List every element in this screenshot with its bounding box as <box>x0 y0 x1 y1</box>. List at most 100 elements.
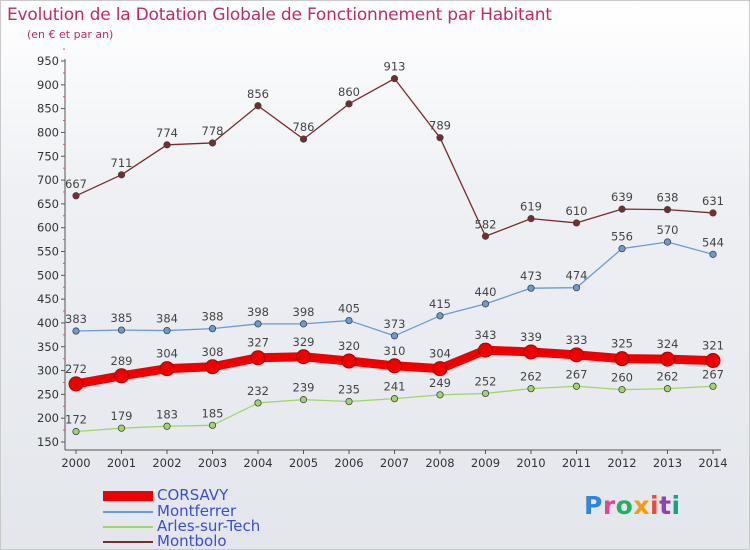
y-tick-label: 950 <box>37 54 59 68</box>
data-label: 639 <box>611 190 633 204</box>
data-point <box>523 344 539 360</box>
legend-label-montferrer: Montferrer <box>157 502 237 520</box>
logo-letter: P <box>584 491 603 520</box>
data-point <box>208 325 217 333</box>
data-point <box>159 361 175 377</box>
data-point <box>117 171 126 179</box>
data-point <box>254 320 262 328</box>
x-tick-label: 2007 <box>380 456 409 470</box>
data-point <box>663 385 672 393</box>
data-points <box>68 75 721 436</box>
y-tick-label: 450 <box>37 292 59 306</box>
data-label: 778 <box>202 124 224 138</box>
data-label: 289 <box>111 354 133 368</box>
series-line-montbolo <box>75 77 714 237</box>
y-tick-label: 300 <box>37 364 59 378</box>
data-point <box>436 391 444 399</box>
data-point <box>572 219 581 227</box>
x-tick-label: 2001 <box>107 456 136 470</box>
y-tick-label: 800 <box>37 125 59 139</box>
data-label: 638 <box>657 191 679 205</box>
legend-label-montbolo: Montbolo <box>157 532 227 550</box>
x-tick-label: 2008 <box>425 456 454 470</box>
data-label: 239 <box>293 381 315 395</box>
data-point <box>345 397 353 406</box>
data-point <box>527 385 535 393</box>
data-point <box>390 75 399 83</box>
data-point <box>254 399 262 407</box>
data-point <box>709 250 717 258</box>
data-label: 856 <box>247 87 269 101</box>
data-label: 373 <box>384 317 406 331</box>
logo-letter: i <box>650 491 660 520</box>
data-point <box>481 389 490 398</box>
legend-swatch-arles-sur-tech <box>103 526 153 528</box>
data-point <box>709 382 717 390</box>
data-point <box>68 376 84 392</box>
chart-title: Evolution de la Dotation Globale de Fonc… <box>7 5 552 25</box>
logo-letter: r <box>602 491 616 520</box>
y-tick-label: 350 <box>37 340 59 354</box>
data-point <box>163 141 171 149</box>
data-point <box>296 349 311 365</box>
data-label: 789 <box>429 119 451 133</box>
data-point <box>618 205 626 213</box>
data-point <box>163 326 171 335</box>
data-label: 333 <box>566 333 588 347</box>
data-label: 619 <box>520 200 542 214</box>
data-label: 325 <box>611 337 633 351</box>
data-point <box>527 215 535 223</box>
legend-label-corsavy: CORSAVY <box>157 486 229 504</box>
data-point <box>527 284 535 292</box>
data-point <box>663 205 672 214</box>
data-label: 860 <box>338 85 360 99</box>
y-tick-label: 500 <box>37 268 59 282</box>
data-label: 384 <box>156 312 178 326</box>
data-point <box>436 134 444 142</box>
data-point <box>705 353 721 369</box>
data-point <box>345 100 353 108</box>
data-point <box>114 368 129 384</box>
data-label: 321 <box>702 339 724 353</box>
data-point <box>163 422 171 430</box>
data-point <box>205 359 220 375</box>
chart-subtitle: (en € et par an) <box>27 28 114 41</box>
data-label: 786 <box>293 120 315 134</box>
data-label: 415 <box>429 297 451 311</box>
y-tick-label: 750 <box>37 149 59 163</box>
data-point <box>660 351 675 367</box>
data-label: 570 <box>657 223 679 237</box>
y-tick-label: 850 <box>37 102 59 116</box>
data-label: 260 <box>611 371 633 385</box>
y-tick-label: 400 <box>37 316 59 330</box>
data-label: 631 <box>702 194 724 208</box>
data-point <box>72 327 80 335</box>
data-label: 544 <box>702 235 724 249</box>
data-point <box>390 332 399 340</box>
x-tick-label: 2002 <box>152 456 181 470</box>
data-point <box>72 427 80 436</box>
proxiti-logo: Proxiti <box>584 491 681 520</box>
legend-swatch-montferrer <box>103 511 153 513</box>
data-label: 610 <box>566 204 588 218</box>
data-label: 440 <box>475 285 497 299</box>
data-point <box>208 421 217 429</box>
data-point <box>345 316 353 325</box>
data-label: 304 <box>156 347 178 361</box>
x-tick-label: 2000 <box>61 456 90 470</box>
data-point <box>436 312 444 320</box>
y-tick-label: 200 <box>37 411 59 425</box>
data-label: 398 <box>247 305 269 319</box>
data-labels: 667 711 774 778 856 786 860 913 789 582 619 610 639 6… <box>65 60 724 427</box>
data-label: 272 <box>65 362 87 376</box>
data-label: 383 <box>65 312 87 326</box>
data-label: 249 <box>429 376 451 390</box>
logo-letter: t <box>659 491 672 520</box>
data-point <box>117 424 126 432</box>
data-label: 308 <box>202 345 224 359</box>
data-label: 913 <box>384 60 406 74</box>
legend-swatch-corsavy <box>103 491 153 501</box>
x-tick-label: 2012 <box>607 456 636 470</box>
data-point <box>618 386 626 394</box>
data-label: 320 <box>338 339 360 353</box>
